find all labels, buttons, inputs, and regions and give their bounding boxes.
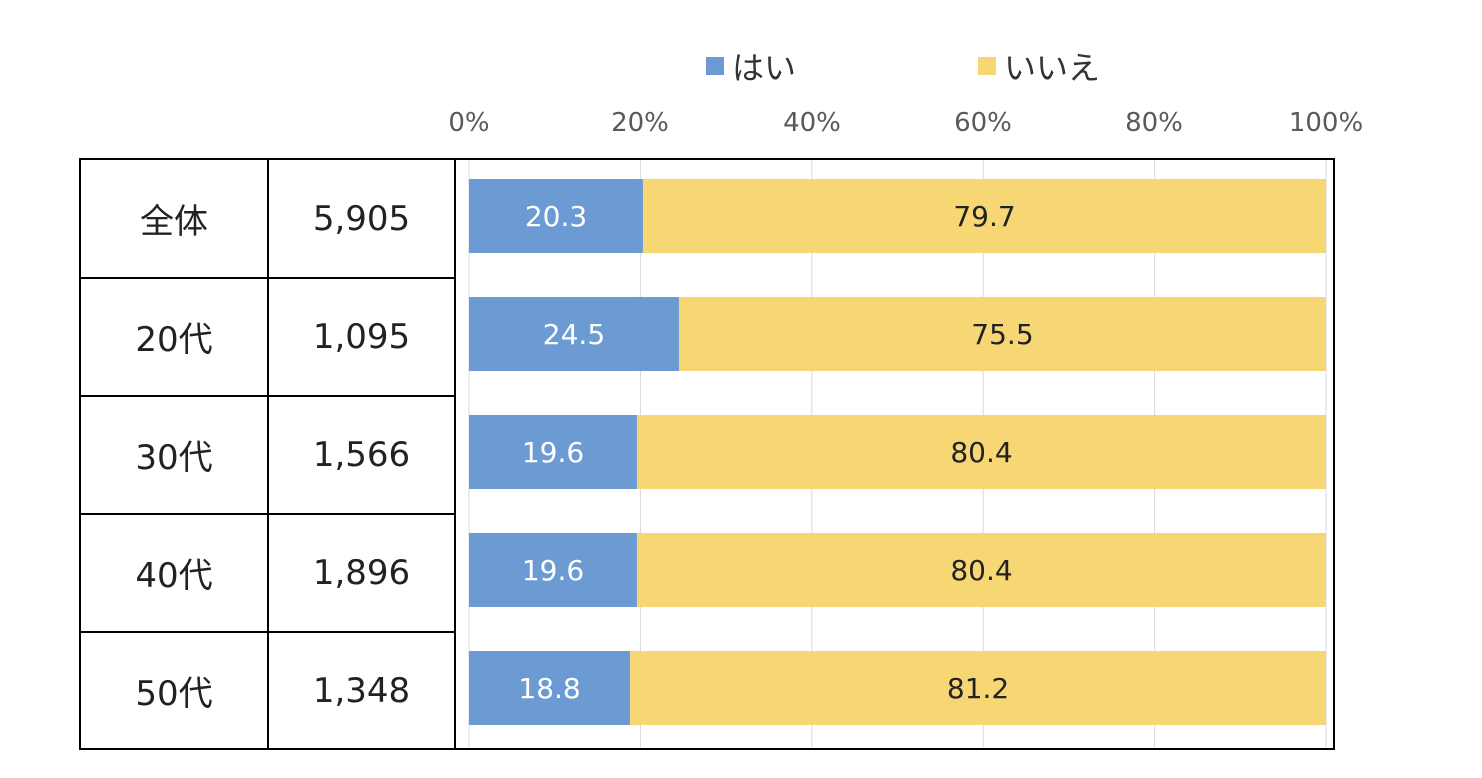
x-tick-label: 0% (448, 108, 490, 138)
bar-segment-no (636, 415, 1326, 489)
category-label: 30代 (135, 438, 213, 478)
count-value: 1,566 (312, 434, 411, 475)
legend-swatch-yes (706, 57, 724, 75)
legend-item-yes: はい (706, 44, 796, 88)
bar-segment-yes (469, 651, 631, 725)
count-value: 1,896 (312, 552, 411, 593)
data-label-no: 75.5 (971, 318, 1033, 351)
x-tick-label: 100% (1288, 108, 1364, 138)
bar-segment-yes (469, 297, 679, 371)
data-table: 全体 20代 30代 40代 50代 5,905 1,095 1,566 1,8… (79, 158, 1335, 750)
row-divider (81, 631, 456, 633)
legend-swatch-no (978, 57, 996, 75)
data-label-yes: 24.5 (543, 318, 605, 351)
x-tick-label: 20% (611, 108, 669, 138)
x-tick-label: 80% (1125, 108, 1183, 138)
column-divider (454, 160, 456, 748)
row-divider (81, 277, 456, 279)
bar-segment-yes (469, 415, 637, 489)
count-value: 5,905 (312, 198, 411, 239)
data-label-yes: 18.8 (518, 672, 580, 705)
bar-segment-no (636, 533, 1326, 607)
row-divider (81, 395, 456, 397)
x-tick-label: 60% (954, 108, 1012, 138)
bar-segment-yes (469, 179, 643, 253)
data-label-yes: 19.6 (522, 436, 584, 469)
data-label-no: 80.4 (950, 436, 1012, 469)
x-tick-label: 40% (783, 108, 841, 138)
column-divider (267, 160, 269, 748)
row-divider (81, 513, 456, 515)
legend: はい いいえ (0, 44, 1482, 88)
category-label: 20代 (135, 320, 213, 360)
data-label-no: 79.7 (953, 200, 1015, 233)
bar-segment-no (630, 651, 1326, 725)
legend-item-no: いいえ (978, 44, 1100, 88)
bar-segment-no (642, 179, 1326, 253)
data-label-yes: 20.3 (525, 200, 587, 233)
x-axis: 0% 20% 40% 60% 80% 100% (0, 108, 1482, 148)
category-label: 40代 (135, 556, 213, 596)
count-value: 1,095 (312, 316, 411, 357)
data-label-yes: 19.6 (522, 554, 584, 587)
legend-label-yes: はい (732, 49, 797, 87)
data-label-no: 81.2 (947, 672, 1009, 705)
legend-label-no: いいえ (1004, 49, 1101, 87)
category-label: 50代 (135, 674, 213, 714)
category-label: 全体 (140, 202, 208, 242)
count-value: 1,348 (312, 670, 411, 711)
bar-segment-no (678, 297, 1326, 371)
bar-segment-yes (469, 533, 637, 607)
data-label-no: 80.4 (950, 554, 1012, 587)
